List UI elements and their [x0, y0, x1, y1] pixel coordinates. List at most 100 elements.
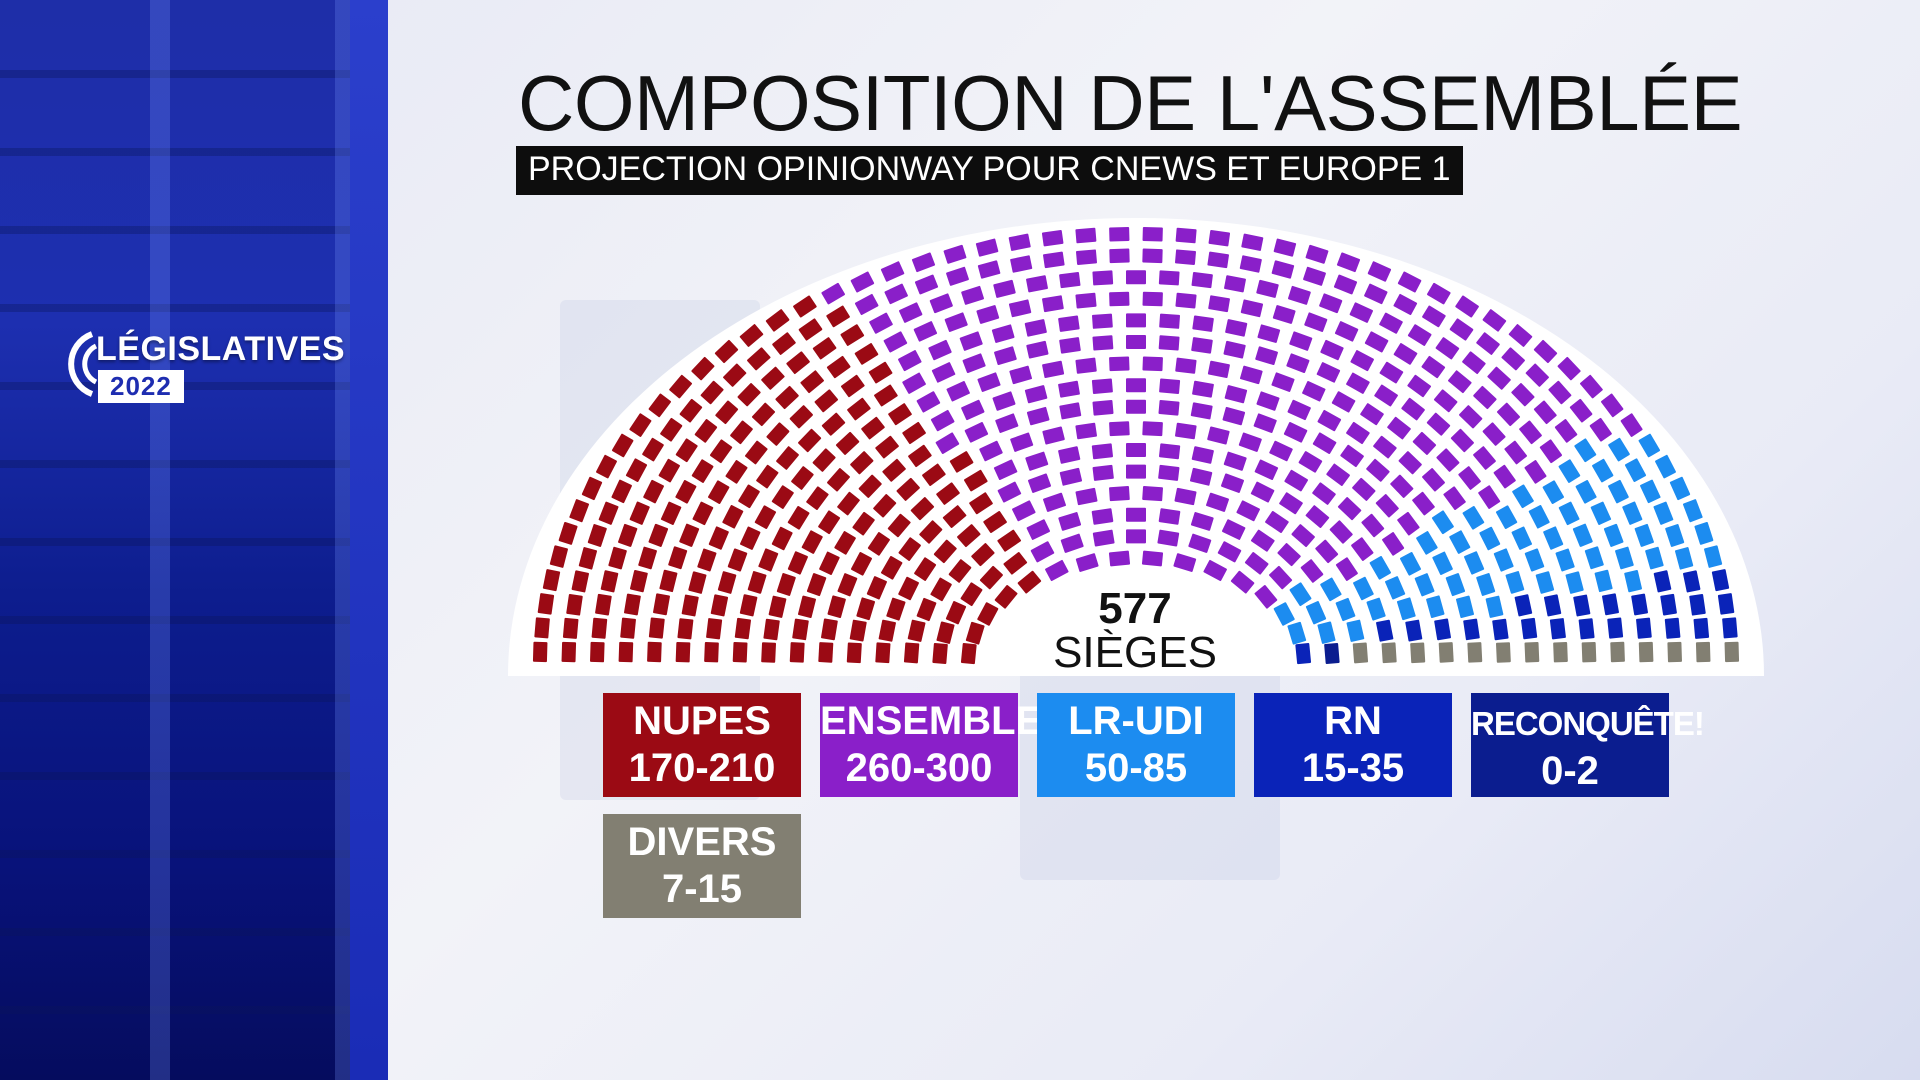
seat	[761, 366, 785, 390]
seat	[1496, 402, 1521, 427]
seat	[854, 293, 879, 316]
seat	[709, 439, 733, 464]
seat	[776, 446, 799, 470]
seat	[1543, 594, 1562, 617]
seat-layer	[532, 226, 1740, 665]
seat	[1399, 552, 1422, 576]
seat	[1352, 642, 1369, 664]
legend-range: 170-210	[628, 746, 776, 790]
seat	[1244, 552, 1269, 575]
seat	[1352, 477, 1376, 501]
seat	[1426, 595, 1445, 618]
seat	[1109, 248, 1130, 264]
seat	[1279, 492, 1303, 515]
seat	[660, 417, 683, 442]
seat	[1693, 617, 1710, 639]
seat	[1283, 421, 1308, 443]
seat	[883, 331, 908, 353]
seat	[1495, 505, 1518, 529]
seat	[856, 597, 876, 621]
seat	[561, 641, 577, 663]
seat	[874, 384, 898, 407]
seat	[1257, 324, 1281, 343]
seat	[534, 617, 550, 639]
seat	[861, 416, 885, 440]
seat	[1126, 313, 1146, 328]
seat	[1608, 437, 1630, 462]
seat	[768, 595, 787, 618]
seat	[700, 380, 724, 405]
seat	[1349, 302, 1373, 323]
seat	[1353, 576, 1374, 601]
seat	[1432, 551, 1453, 576]
seat	[1351, 537, 1374, 561]
seat	[1058, 315, 1080, 332]
seat	[1126, 378, 1146, 393]
seat	[942, 505, 967, 528]
seat	[739, 594, 758, 617]
seat	[1473, 446, 1496, 470]
seat	[1175, 292, 1197, 309]
seat	[835, 431, 860, 455]
seat	[1208, 230, 1231, 247]
seat	[1476, 573, 1496, 596]
seat	[1622, 501, 1643, 525]
seat	[1638, 641, 1654, 663]
seat	[629, 501, 650, 525]
seat	[1142, 486, 1163, 502]
seat	[1305, 505, 1330, 528]
seat	[1041, 230, 1064, 247]
seat	[1549, 618, 1566, 640]
seat	[977, 372, 1001, 392]
seat	[1407, 374, 1432, 398]
seat	[932, 643, 948, 664]
seat	[991, 324, 1015, 343]
seat	[1397, 271, 1422, 293]
seat	[997, 481, 1022, 503]
seat	[1287, 621, 1307, 645]
seat	[1240, 299, 1264, 318]
seat	[1059, 402, 1082, 420]
seat	[648, 393, 672, 418]
seat	[902, 372, 926, 394]
seat	[1058, 446, 1081, 464]
seat	[1455, 595, 1475, 618]
seat	[1485, 595, 1504, 618]
seat	[1493, 464, 1516, 489]
seat	[979, 565, 1003, 590]
seat	[675, 480, 697, 504]
seat	[1665, 524, 1685, 547]
seat	[818, 642, 834, 663]
seat	[1225, 319, 1248, 337]
seat	[688, 571, 707, 594]
seat	[1340, 444, 1364, 468]
seat	[1478, 485, 1501, 509]
seat	[1059, 272, 1081, 289]
seat	[771, 485, 794, 509]
seat	[566, 594, 583, 616]
seat	[1250, 481, 1275, 503]
seat	[1254, 585, 1278, 609]
seat	[1607, 617, 1624, 639]
seat	[1075, 422, 1097, 440]
seat	[898, 350, 922, 372]
seat	[875, 435, 899, 459]
seat	[549, 545, 568, 568]
seat	[1316, 362, 1341, 383]
legislatives-logo: LÉGISLATIVES 2022	[52, 326, 345, 406]
seat	[960, 582, 983, 607]
seat	[1320, 577, 1342, 602]
seat	[1024, 385, 1048, 404]
seat	[798, 318, 823, 341]
seat	[1495, 642, 1511, 663]
seat	[936, 621, 955, 644]
seat	[997, 529, 1022, 552]
seat	[1374, 384, 1398, 407]
seat	[1092, 335, 1114, 351]
seat	[1017, 570, 1042, 594]
seat	[754, 505, 777, 529]
seat	[1558, 501, 1580, 526]
seat	[1636, 617, 1652, 639]
seat	[1711, 569, 1730, 592]
seat	[787, 505, 810, 530]
